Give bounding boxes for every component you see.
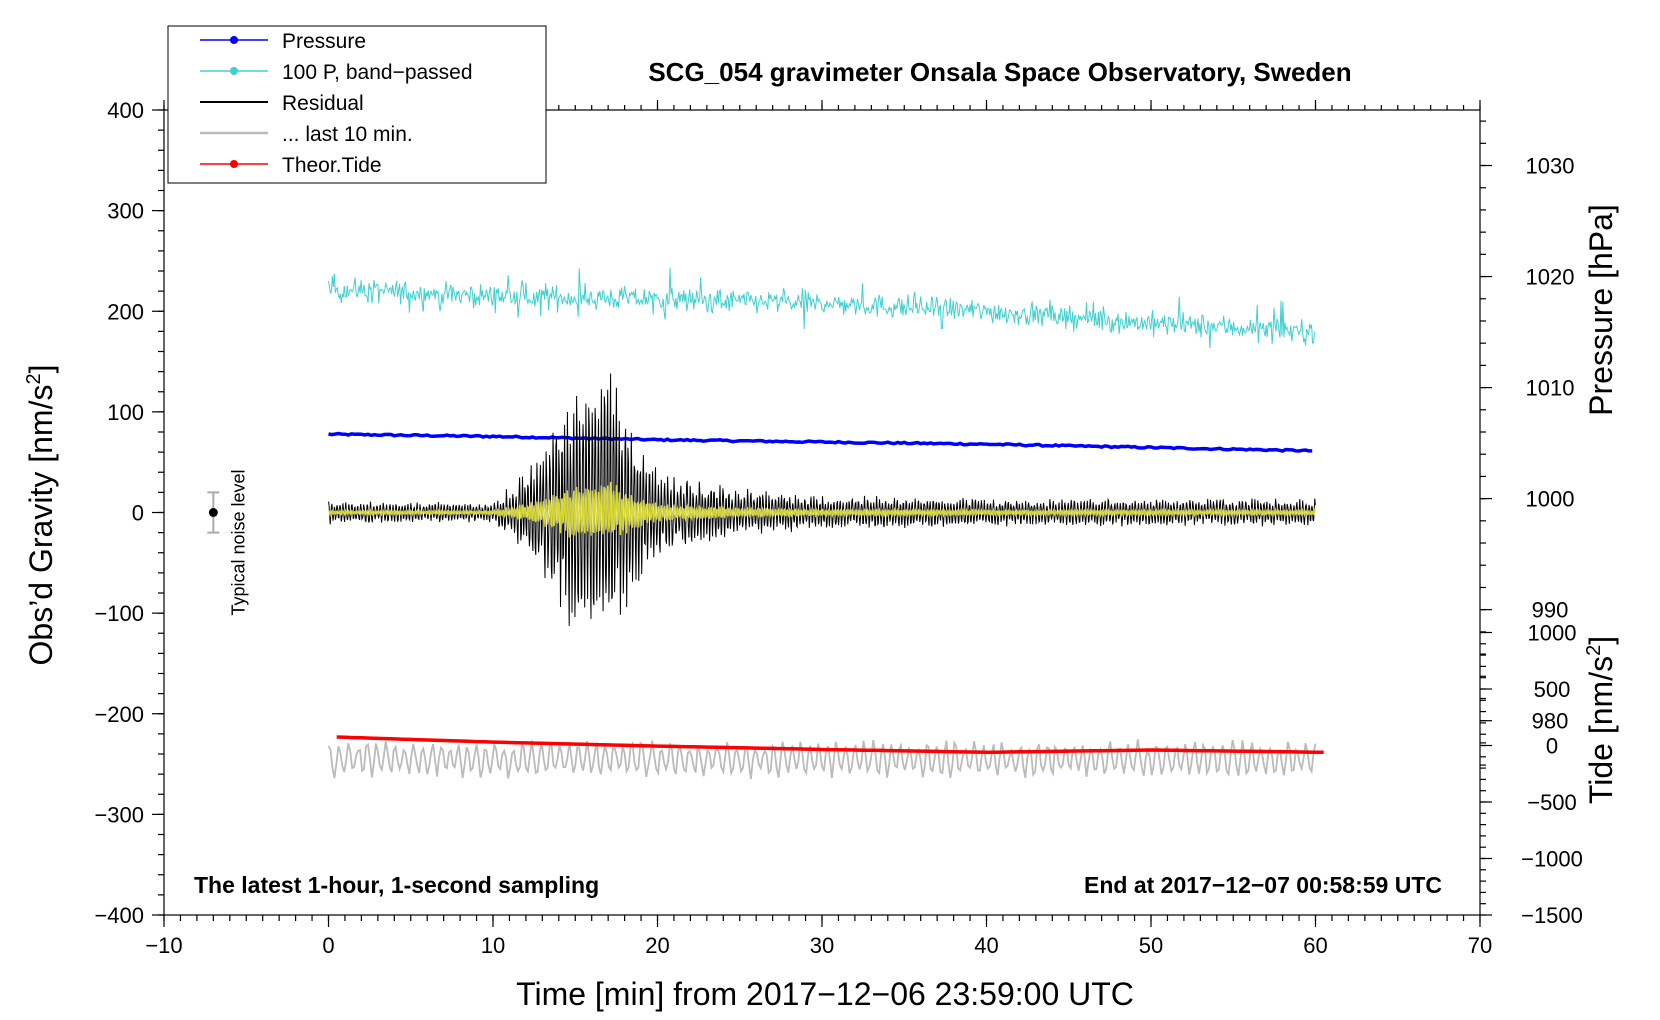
pressure-tick-label: 990 (1532, 598, 1569, 623)
chart-title: SCG_054 gravimeter Onsala Space Observat… (648, 57, 1351, 87)
x-tick-label: 20 (645, 933, 669, 958)
legend-marker-bandpassed (230, 67, 238, 75)
y-axis-left-title-main: Obs’d Gravity [nm/s (23, 385, 59, 666)
y-axis-tide-title-main: Tide [nm/s (1583, 656, 1619, 804)
series-residual-filtered-line (327, 481, 1316, 538)
legend-label-residual: Residual (282, 92, 364, 115)
tide-tick-label: −500 (1527, 790, 1577, 815)
series-pressure-line (328, 431, 1313, 453)
y-tick-label: 300 (107, 199, 144, 224)
x-tick-label: 40 (974, 933, 998, 958)
x-tick-label: 0 (322, 933, 334, 958)
tide-tick-label: 500 (1534, 677, 1571, 702)
legend-label-last10: ... last 10 min. (282, 123, 413, 146)
series-bandpassed-line (328, 267, 1315, 349)
legend-item-pressure: Pressure (200, 30, 366, 53)
legend: Pressure 100 P, band−passed Residual ...… (167, 25, 547, 184)
legend-label-pressure: Pressure (282, 30, 366, 53)
pressure-tick-label: 1030 (1526, 154, 1575, 179)
pressure-tick-label: 1000 (1526, 487, 1575, 512)
legend-marker-tide (230, 160, 238, 168)
x-tick-label: 30 (810, 933, 834, 958)
legend-item-residual: Residual (200, 92, 364, 115)
y-tick-label: 100 (107, 400, 144, 425)
y-tick-label: −300 (94, 802, 144, 827)
series-tide-line (336, 735, 1324, 755)
pressure-tick-label: 980 (1532, 709, 1569, 734)
y-axis-pressure-title: Pressure [hPa] (1583, 204, 1619, 416)
y-axis-tide-title: Tide [nm/s2] (1583, 636, 1619, 804)
noise-center-dot (208, 508, 218, 517)
pressure-tick-label: 1010 (1526, 376, 1575, 401)
y-axis-tide-title-sup: 2 (1583, 645, 1605, 656)
series-last10-line (327, 739, 1317, 780)
tide-tick-label: 0 (1546, 734, 1558, 759)
tick-labels-group: −10 0 10 20 30 40 50 60 704003002001000−100−200−… (94, 98, 1582, 958)
note-right: End at 2017−12−07 00:58:59 UTC (1084, 872, 1442, 898)
series-group (327, 267, 1324, 780)
legend-item-last10: ... last 10 min. (200, 123, 413, 146)
noise-level-label: Typical noise level (228, 469, 248, 615)
x-tick-label: −10 (145, 933, 182, 958)
y-tick-label: −200 (94, 702, 144, 727)
legend-box (167, 25, 547, 184)
x-axis-title: Time [min] from 2017−12−06 23:59:00 UTC (516, 976, 1134, 1012)
y-axis-left-title: Obs’d Gravity [nm/s2] (23, 365, 59, 666)
tide-tick-label: −1000 (1521, 847, 1583, 872)
y-tick-label: −400 (94, 903, 144, 928)
tide-tick-label: 1000 (1528, 621, 1577, 646)
x-tick-label: 50 (1139, 933, 1163, 958)
y-tick-label: 0 (132, 501, 144, 526)
legend-marker-pressure (230, 36, 238, 44)
x-tick-label: 10 (481, 933, 505, 958)
y-tick-label: 400 (107, 98, 144, 123)
x-tick-label: 60 (1303, 933, 1327, 958)
y-axis-tide-title-end: ] (1583, 636, 1619, 645)
pressure-tick-label: 1020 (1526, 265, 1575, 290)
legend-label-bandpassed: 100 P, band−passed (282, 61, 473, 84)
legend-item-tide: Theor.Tide (200, 154, 382, 177)
note-left: The latest 1-hour, 1-second sampling (194, 872, 599, 898)
y-tick-label: −100 (94, 601, 144, 626)
tide-tick-label: −1500 (1521, 903, 1583, 928)
legend-label-tide: Theor.Tide (282, 154, 382, 177)
y-axis-left-title-end: ] (23, 365, 59, 374)
x-tick-label: 70 (1468, 933, 1492, 958)
noise-level-marker: Typical noise level (207, 469, 248, 616)
legend-item-bandpassed: 100 P, band−passed (200, 61, 473, 84)
y-tick-label: 200 (107, 299, 144, 324)
series-residual-line (328, 373, 1316, 626)
y-axis-left-title-sup: 2 (23, 373, 45, 384)
